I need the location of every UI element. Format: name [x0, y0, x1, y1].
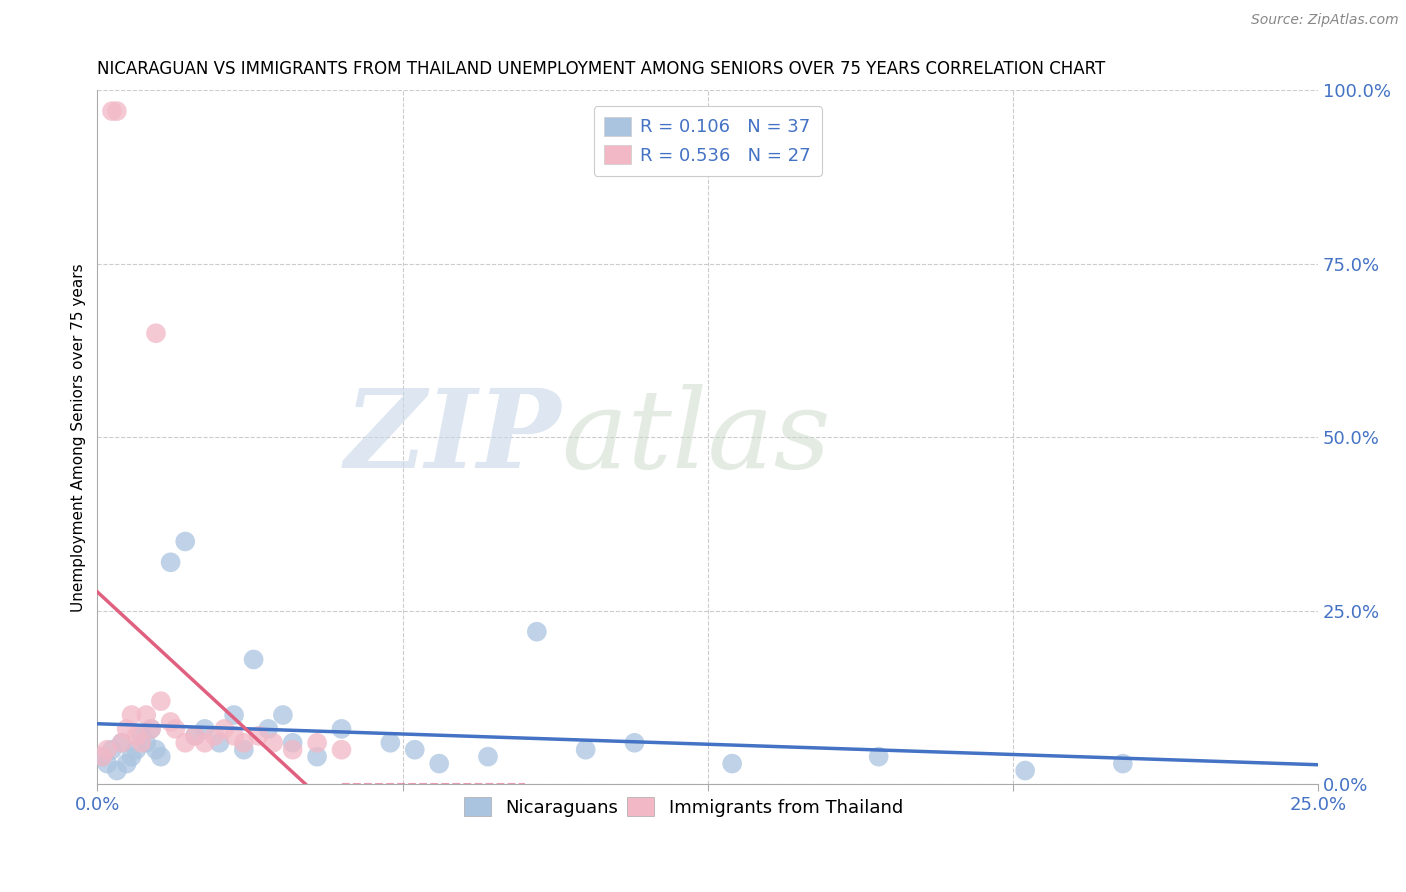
Point	[184, 729, 207, 743]
Point	[149, 694, 172, 708]
Point	[427, 756, 450, 771]
Point	[330, 742, 353, 756]
Text: atlas: atlas	[561, 384, 831, 491]
Point	[868, 749, 890, 764]
Point	[623, 736, 645, 750]
Legend: Nicaraguans, Immigrants from Thailand: Nicaraguans, Immigrants from Thailand	[457, 790, 910, 824]
Point	[380, 736, 402, 750]
Point	[247, 729, 270, 743]
Point	[159, 714, 181, 729]
Point	[721, 756, 744, 771]
Text: Source: ZipAtlas.com: Source: ZipAtlas.com	[1251, 13, 1399, 28]
Point	[204, 729, 226, 743]
Point	[330, 722, 353, 736]
Point	[184, 729, 207, 743]
Text: ZIP: ZIP	[344, 384, 561, 491]
Point	[139, 722, 162, 736]
Point	[477, 749, 499, 764]
Point	[111, 736, 134, 750]
Point	[101, 742, 124, 756]
Point	[1112, 756, 1135, 771]
Point	[115, 756, 138, 771]
Point	[159, 555, 181, 569]
Point	[135, 736, 157, 750]
Point	[129, 729, 152, 743]
Point	[194, 722, 217, 736]
Point	[194, 736, 217, 750]
Point	[165, 722, 187, 736]
Point	[1014, 764, 1036, 778]
Point	[262, 736, 284, 750]
Point	[174, 736, 197, 750]
Point	[135, 708, 157, 723]
Point	[242, 652, 264, 666]
Point	[222, 729, 245, 743]
Point	[281, 742, 304, 756]
Point	[111, 736, 134, 750]
Point	[404, 742, 426, 756]
Point	[91, 749, 114, 764]
Point	[145, 326, 167, 341]
Point	[214, 722, 236, 736]
Point	[257, 722, 280, 736]
Point	[121, 708, 143, 723]
Point	[208, 736, 231, 750]
Point	[281, 736, 304, 750]
Point	[307, 749, 329, 764]
Point	[222, 708, 245, 723]
Point	[307, 736, 329, 750]
Point	[115, 722, 138, 736]
Point	[101, 104, 124, 119]
Point	[232, 736, 254, 750]
Point	[145, 742, 167, 756]
Point	[139, 722, 162, 736]
Point	[125, 742, 148, 756]
Point	[91, 749, 114, 764]
Point	[526, 624, 548, 639]
Point	[105, 764, 128, 778]
Point	[121, 749, 143, 764]
Point	[575, 742, 598, 756]
Point	[149, 749, 172, 764]
Y-axis label: Unemployment Among Seniors over 75 years: Unemployment Among Seniors over 75 years	[72, 263, 86, 612]
Point	[129, 736, 152, 750]
Point	[96, 742, 118, 756]
Text: NICARAGUAN VS IMMIGRANTS FROM THAILAND UNEMPLOYMENT AMONG SENIORS OVER 75 YEARS : NICARAGUAN VS IMMIGRANTS FROM THAILAND U…	[97, 60, 1105, 78]
Point	[96, 756, 118, 771]
Point	[125, 729, 148, 743]
Point	[174, 534, 197, 549]
Point	[271, 708, 294, 723]
Point	[232, 742, 254, 756]
Point	[105, 104, 128, 119]
